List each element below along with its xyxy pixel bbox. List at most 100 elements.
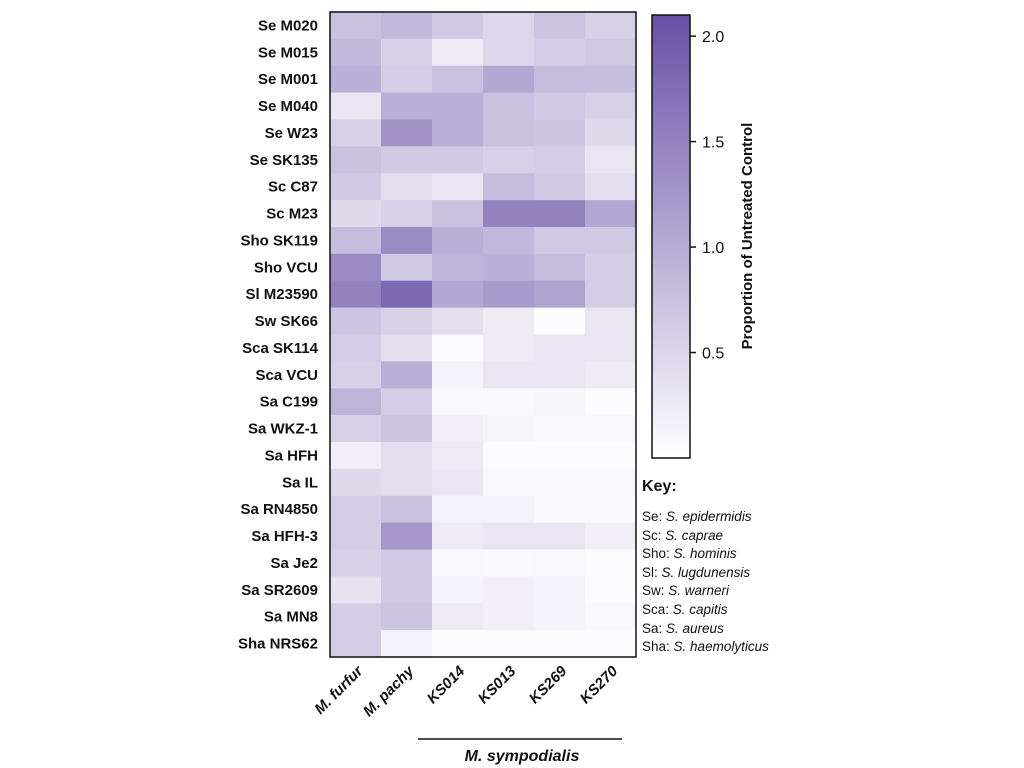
heatmap-cell xyxy=(381,361,433,389)
key-species: S. warneri xyxy=(668,583,730,599)
colorbar xyxy=(651,14,691,459)
heatmap-cell xyxy=(330,146,382,174)
key-species: S. epidermidis xyxy=(666,509,752,524)
heatmap-cell xyxy=(534,495,586,524)
colorbar-tick-label: 0.5 xyxy=(702,346,724,363)
heatmap-cell xyxy=(483,227,535,255)
heatmap-cell xyxy=(330,253,382,282)
heatmap-cell xyxy=(381,65,433,94)
heatmap-cell xyxy=(330,361,382,389)
heatmap-cell xyxy=(534,603,586,631)
heatmap-cell xyxy=(381,12,433,40)
key-entry: Sa: S. aureus xyxy=(642,620,862,639)
heatmap-cell xyxy=(483,522,535,551)
key-title: Key: xyxy=(642,478,677,495)
heatmap-cell xyxy=(381,603,433,631)
heatmap-cell xyxy=(483,253,535,282)
row-label: Se M015 xyxy=(258,44,318,61)
heatmap-cell xyxy=(585,146,637,174)
heatmap-cell xyxy=(330,576,382,604)
key-species: S. capitis xyxy=(672,601,728,617)
key-abbr: Sw: xyxy=(642,583,665,599)
column-label: M. furfur xyxy=(311,662,367,718)
heatmap-cell xyxy=(432,12,484,40)
heatmap-cell xyxy=(534,522,586,551)
heatmap-cell xyxy=(534,334,586,362)
heatmap-cell xyxy=(381,415,433,443)
heatmap-cell xyxy=(381,307,433,336)
column-label: M. pachy xyxy=(360,662,418,720)
heatmap-cell xyxy=(534,173,586,201)
heatmap-cell xyxy=(534,12,586,40)
colorbar-tick-label: 2.0 xyxy=(702,29,724,46)
heatmap-cell xyxy=(585,119,637,147)
row-label: Sa WKZ-1 xyxy=(248,421,318,438)
row-label: Sc M23 xyxy=(266,206,318,223)
heatmap-cell xyxy=(432,442,484,470)
key-abbr: Sca: xyxy=(642,601,670,617)
row-label: Se W23 xyxy=(265,125,318,142)
heatmap-cell xyxy=(585,334,637,362)
key-entry: Se: S. epidermidis xyxy=(642,508,862,527)
row-label: Sa IL xyxy=(282,474,318,491)
key-entry: Sca: S. capitis xyxy=(642,601,862,620)
heatmap-cell xyxy=(330,549,382,577)
heatmap-cell xyxy=(585,38,637,67)
heatmap-cell xyxy=(330,442,382,470)
heatmap-cell xyxy=(534,200,586,228)
column-label: KS270 xyxy=(577,662,622,707)
heatmap-cell xyxy=(534,253,586,282)
key-abbr: Sho: xyxy=(642,546,670,562)
heatmap-cell xyxy=(330,119,382,147)
group-label: M. sympodialis xyxy=(465,748,580,765)
heatmap-cell xyxy=(483,415,535,443)
heatmap-cell xyxy=(381,227,433,255)
heatmap-cell xyxy=(381,334,433,362)
heatmap-cell xyxy=(330,12,382,40)
heatmap-cell xyxy=(381,442,433,470)
heatmap-cell xyxy=(585,388,637,416)
row-label: Sa RN4850 xyxy=(240,501,318,518)
heatmap-cell xyxy=(534,630,586,658)
heatmap-cell xyxy=(585,173,637,201)
heatmap-cell xyxy=(330,468,382,497)
key-species: S. caprae xyxy=(665,527,724,543)
heatmap-cell xyxy=(534,468,586,497)
heatmap-cell xyxy=(432,576,484,604)
heatmap-cell xyxy=(330,603,382,631)
heatmap-cell xyxy=(483,38,535,67)
key-species: S. aureus xyxy=(666,620,724,636)
heatmap-cell xyxy=(534,576,586,604)
heatmap-border xyxy=(329,11,637,658)
colorbar-ticks: 0.5 1.0 1.5 2.0 xyxy=(690,29,724,363)
key-entry: Sl: S. lugdunensis xyxy=(642,564,862,583)
heatmap-cell xyxy=(432,334,484,362)
heatmap-cell xyxy=(381,388,433,416)
heatmap-cell xyxy=(534,38,586,67)
heatmap-cell xyxy=(585,495,637,524)
heatmap-cell xyxy=(432,388,484,416)
heatmap-cell xyxy=(381,119,433,147)
colorbar-title: Proportion of Untreated Control xyxy=(739,123,756,350)
heatmap-cell xyxy=(330,92,382,121)
key-entry: Sc: S. caprae xyxy=(642,527,862,546)
heatmap-cell xyxy=(585,12,637,40)
heatmap-cell xyxy=(432,227,484,255)
heatmap-cell xyxy=(483,549,535,577)
heatmap-cell xyxy=(381,146,433,174)
row-label: Sl M23590 xyxy=(245,286,318,303)
heatmap-cell xyxy=(534,280,586,309)
heatmap-cell xyxy=(432,495,484,524)
heatmap-cell xyxy=(483,468,535,497)
row-label: Se M001 xyxy=(258,71,318,88)
heatmap-cell xyxy=(534,92,586,121)
key-abbr: Sc: xyxy=(642,527,662,543)
heatmap-cell xyxy=(483,92,535,121)
heatmap-cell xyxy=(432,119,484,147)
heatmap-cell xyxy=(483,280,535,309)
column-label: KS014 xyxy=(424,662,469,707)
heatmap-cell xyxy=(330,227,382,255)
heatmap-cell xyxy=(483,119,535,147)
row-label: Sa Je2 xyxy=(270,555,318,572)
